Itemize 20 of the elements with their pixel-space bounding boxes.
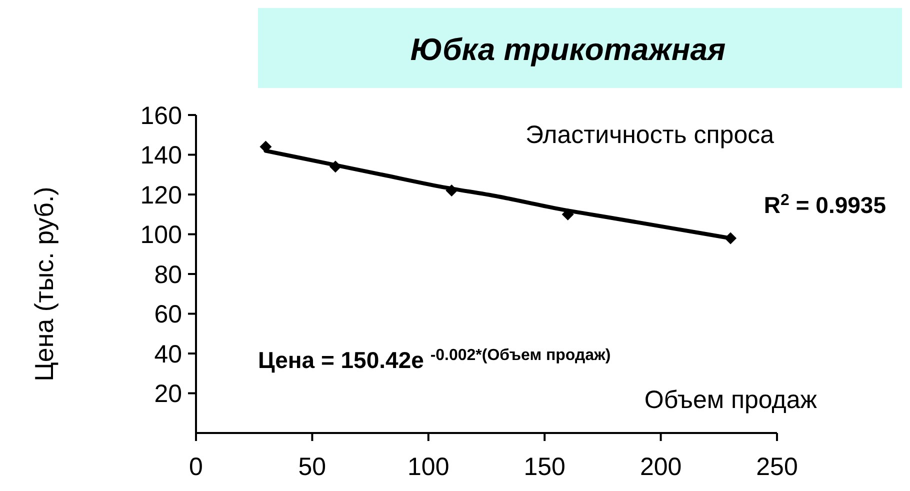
y-tick-label: 60 bbox=[154, 300, 182, 328]
annotation: Цена = 150.42e $^{-0.002*(Объем продаж)}$ bbox=[258, 346, 611, 373]
x-tick-label: 50 bbox=[298, 453, 326, 481]
y-tick-label: 40 bbox=[154, 340, 182, 368]
y-tick-label: 160 bbox=[140, 102, 182, 130]
chart-title: Юбка трикотажная bbox=[410, 32, 726, 67]
y-tick-label: 120 bbox=[140, 181, 182, 210]
annotation: R$^{2}$ = 0.9935 bbox=[764, 192, 886, 218]
y-tick-label: 80 bbox=[154, 260, 182, 289]
x-tick-label: 0 bbox=[189, 453, 203, 481]
x-tick-label: 150 bbox=[524, 453, 566, 481]
y-axis-title: Цена (тыс. руб.) bbox=[29, 186, 59, 382]
x-tick-label: 200 bbox=[640, 453, 682, 481]
x-tick-label: 100 bbox=[408, 453, 450, 481]
x-tick-label: 250 bbox=[756, 453, 798, 481]
y-tick-label: 20 bbox=[154, 380, 182, 408]
y-tick-label: 140 bbox=[140, 142, 182, 170]
y-tick-label: 100 bbox=[140, 221, 182, 249]
annotation: Эластичность спроса bbox=[526, 121, 774, 149]
x-axis-title: Объем продаж bbox=[644, 386, 818, 414]
